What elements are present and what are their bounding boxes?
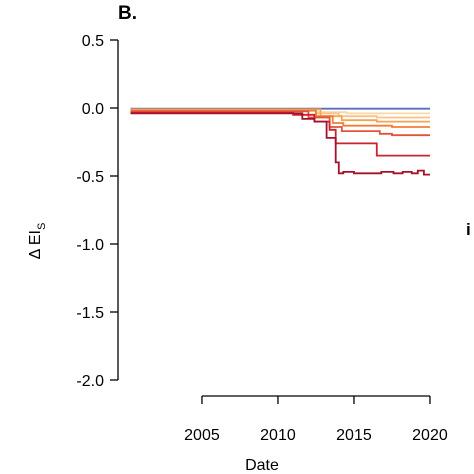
x-axis-title: Date: [245, 457, 279, 474]
y-tick-label: -1.5: [76, 305, 104, 322]
y-tick-label: 0.5: [82, 33, 104, 50]
y-tick-label: -2.0: [76, 373, 104, 390]
x-tick-label: 2005: [184, 427, 220, 444]
y-tick-label: -0.5: [76, 169, 104, 186]
series-line-8: [130, 112, 430, 176]
y-tick-label: -1.0: [76, 237, 104, 254]
panel-label: B.: [118, 3, 137, 24]
x-axis: 2005 2010 2015 2020: [184, 395, 448, 444]
x-tick-label: 2020: [412, 427, 448, 444]
y-axis-title-main: Δ EI: [27, 230, 44, 259]
series-group: [130, 107, 430, 176]
y-axis: 0.5 0.0 -0.5 -1.0 -1.5 -2.0: [76, 33, 119, 390]
series-line-4: [130, 108, 430, 123]
edge-text: i: [466, 220, 471, 239]
y-axis-title-subscript: S: [36, 223, 48, 230]
series-line-6: [130, 110, 430, 137]
y-tick-label: 0.0: [82, 101, 104, 118]
y-axis-title: Δ EIS: [27, 223, 48, 260]
x-tick-label: 2015: [336, 427, 372, 444]
x-tick-label: 2010: [260, 427, 296, 444]
